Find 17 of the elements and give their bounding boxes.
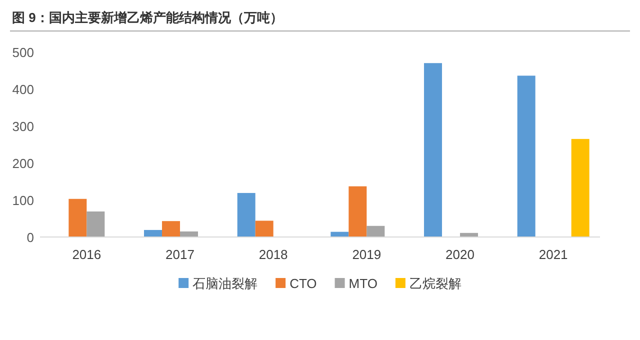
- y-tick-label: 200: [12, 156, 34, 171]
- x-tick-label: 2021: [538, 247, 568, 262]
- legend-label: MTO: [348, 276, 378, 291]
- legend-label: 石脑油裂解: [192, 276, 258, 291]
- legend-label: CTO: [290, 276, 317, 291]
- chart-title: 图 9：国内主要新增乙烯产能结构情况（万吨）: [12, 10, 283, 25]
- x-tick-label: 2016: [72, 247, 102, 262]
- legend-label: 乙烷裂解: [409, 276, 462, 291]
- y-tick-label: 300: [12, 119, 34, 134]
- x-tick-label: 2019: [352, 247, 382, 262]
- y-tick-label: 100: [12, 193, 34, 208]
- x-tick-label: 2018: [258, 247, 288, 262]
- y-tick-label: 400: [12, 82, 34, 97]
- x-tick-label: 2020: [446, 247, 474, 262]
- y-tick-label: 500: [12, 45, 34, 60]
- x-tick-label: 2017: [166, 247, 194, 262]
- y-tick-label: 0: [26, 230, 34, 245]
